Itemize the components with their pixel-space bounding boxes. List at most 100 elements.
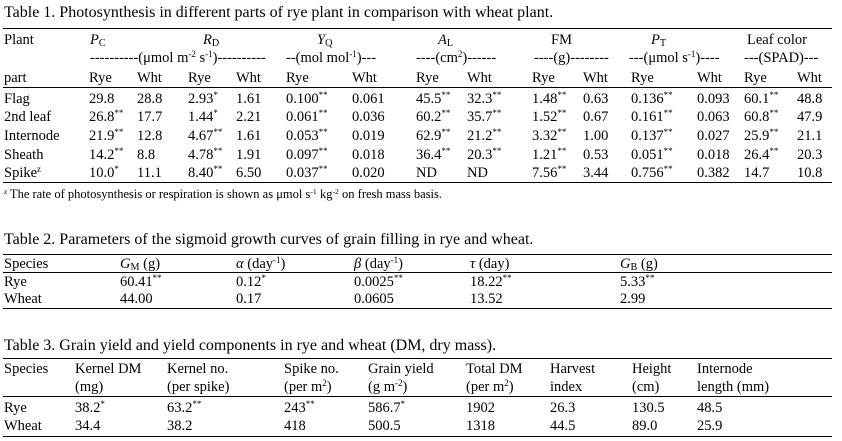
t3-cell: 44.5 <box>550 418 576 434</box>
t1-cell: 0.063 <box>697 109 730 125</box>
t2-hdr-tau: τ (day) <box>470 256 510 272</box>
t1-cell: 10.0* <box>89 164 119 181</box>
t2-cell: 2.99 <box>620 291 646 307</box>
t1-cell: 60.2** <box>416 108 451 125</box>
t2-cell: 0.0025** <box>354 273 403 290</box>
t3-row-species: Wheat <box>4 418 42 434</box>
t2-cell: 60.41** <box>120 273 162 290</box>
t1-hdr-rye: Rye <box>631 70 654 86</box>
t2-cell: 0.12* <box>236 273 266 290</box>
t3-hdr-total-dm: Total DM <box>466 361 523 377</box>
t3-cell: 34.4 <box>75 418 101 434</box>
t2-cell: 0.17 <box>236 291 262 307</box>
t1-row-part: Flag <box>4 91 30 107</box>
t1-row-part: 2nd leaf <box>4 109 52 125</box>
t3-unit-length-mm: length (mm) <box>697 379 770 395</box>
t1-hdr-rd: RD <box>203 32 220 50</box>
t1-cell: 28.8 <box>137 91 163 107</box>
t1-cell: 0.756** <box>631 164 673 181</box>
t1-hdr-rye: Rye <box>532 70 555 86</box>
t1-row-part: Sheath <box>4 147 44 163</box>
t3-hdr-species: Species <box>4 361 49 377</box>
t1-cell: 0.382 <box>697 165 730 181</box>
t1-unit-umol-m2-s: ----------(μmol m-2 s-1)---------- <box>90 49 266 66</box>
t1-hdr-pc: PC <box>90 32 106 50</box>
t1-hdr-part: part <box>4 70 27 86</box>
t1-cell: 45.5** <box>416 90 451 107</box>
t2-hdr-alpha: α (day-1) <box>236 255 286 272</box>
t3-unit-cm: (cm) <box>632 379 660 395</box>
table2-top-rule <box>3 254 832 255</box>
t1-hdr-wht: Wht <box>697 70 722 86</box>
t1-cell: 0.018 <box>352 147 385 163</box>
t1-unit-umol-s: ---(μmol s-1)---- <box>629 49 720 66</box>
t1-hdr-rye: Rye <box>89 70 112 86</box>
t1-cell: 0.051** <box>631 146 673 163</box>
t1-hdr-wht: Wht <box>137 70 162 86</box>
t1-cell: 1.48** <box>532 90 567 107</box>
t1-cell: 14.2** <box>89 146 124 163</box>
t1-cell: 0.67 <box>583 109 609 125</box>
t1-hdr-pt: PT <box>651 32 667 50</box>
t2-hdr-beta: β (day-1) <box>354 255 403 272</box>
t3-unit-per-m2-spike: (per m2) <box>284 378 332 395</box>
t1-cell: 20.3 <box>797 147 823 163</box>
t1-cell: 21.1 <box>797 128 823 144</box>
t1-row-part: Spikez <box>4 164 42 181</box>
t1-cell: 0.63 <box>583 91 609 107</box>
t2-hdr-gb: GB (g) <box>620 256 658 274</box>
t3-unit-per-m2-total: (per m2) <box>466 378 514 395</box>
t2-hdr-species: Species <box>4 256 49 272</box>
t1-hdr-rye: Rye <box>188 70 211 86</box>
table3-caption: Table 3. Grain yield and yield component… <box>4 337 497 354</box>
table1-caption: Table 1. Photosynthesis in different par… <box>4 4 554 21</box>
t1-cell: 0.137** <box>631 127 673 144</box>
table3-header-rule <box>3 396 832 397</box>
t1-cell: 1.52** <box>532 108 567 125</box>
t1-cell: 60.1** <box>744 90 779 107</box>
t1-cell: 48.8 <box>797 91 823 107</box>
t1-hdr-plant: Plant <box>4 32 34 48</box>
t1-cell: 1.00 <box>583 128 609 144</box>
t3-row-species: Rye <box>4 400 27 416</box>
t2-row-species: Rye <box>4 274 27 290</box>
t1-cell: 32.3** <box>467 90 502 107</box>
t1-hdr-fm: FM <box>551 32 572 48</box>
t1-cell: 26.8** <box>89 108 124 125</box>
t3-hdr-kernel-dm: Kernel DM <box>75 361 142 377</box>
t3-cell: 89.0 <box>632 418 658 434</box>
t1-cell: 4.67** <box>188 127 223 144</box>
t1-cell: 0.037** <box>286 164 328 181</box>
t1-cell: 60.8** <box>744 108 779 125</box>
t1-hdr-wht: Wht <box>583 70 608 86</box>
t1-cell: 35.7** <box>467 108 502 125</box>
t1-cell: 0.53 <box>583 147 609 163</box>
t1-cell: 7.56** <box>532 164 567 181</box>
table2-bottom-rule <box>3 308 832 309</box>
t2-cell: 0.0605 <box>354 291 394 307</box>
table1-header-rule <box>3 87 832 88</box>
table3-top-rule <box>3 358 832 359</box>
t3-unit-g-m2: (g m-2) <box>368 378 408 395</box>
t1-cell: 0.097** <box>286 146 328 163</box>
t3-cell: 38.2* <box>75 399 105 416</box>
t2-hdr-gm: GM (g) <box>120 256 161 274</box>
t1-cell: 2.93* <box>188 90 218 107</box>
t3-hdr-grain-yield: Grain yield <box>368 361 434 377</box>
t1-cell: 1.21** <box>532 146 567 163</box>
t2-cell: 18.22** <box>470 273 512 290</box>
t1-row-part: Internode <box>4 128 60 144</box>
t1-cell: 2.21 <box>236 109 262 125</box>
t1-cell: 6.50 <box>236 165 262 181</box>
t1-cell: ND <box>467 165 488 181</box>
t1-cell: 11.1 <box>137 165 162 181</box>
t1-cell: 0.136** <box>631 90 673 107</box>
t1-cell: 0.161** <box>631 108 673 125</box>
t3-hdr-spike-no: Spike no. <box>284 361 339 377</box>
table1-bottom-rule <box>3 182 832 183</box>
t3-hdr-harvest: Harvest <box>550 361 596 377</box>
t1-cell: 36.4** <box>416 146 451 163</box>
table2-header-rule <box>3 272 832 273</box>
t1-cell: 20.3** <box>467 146 502 163</box>
table3-bottom-rule <box>3 436 832 437</box>
